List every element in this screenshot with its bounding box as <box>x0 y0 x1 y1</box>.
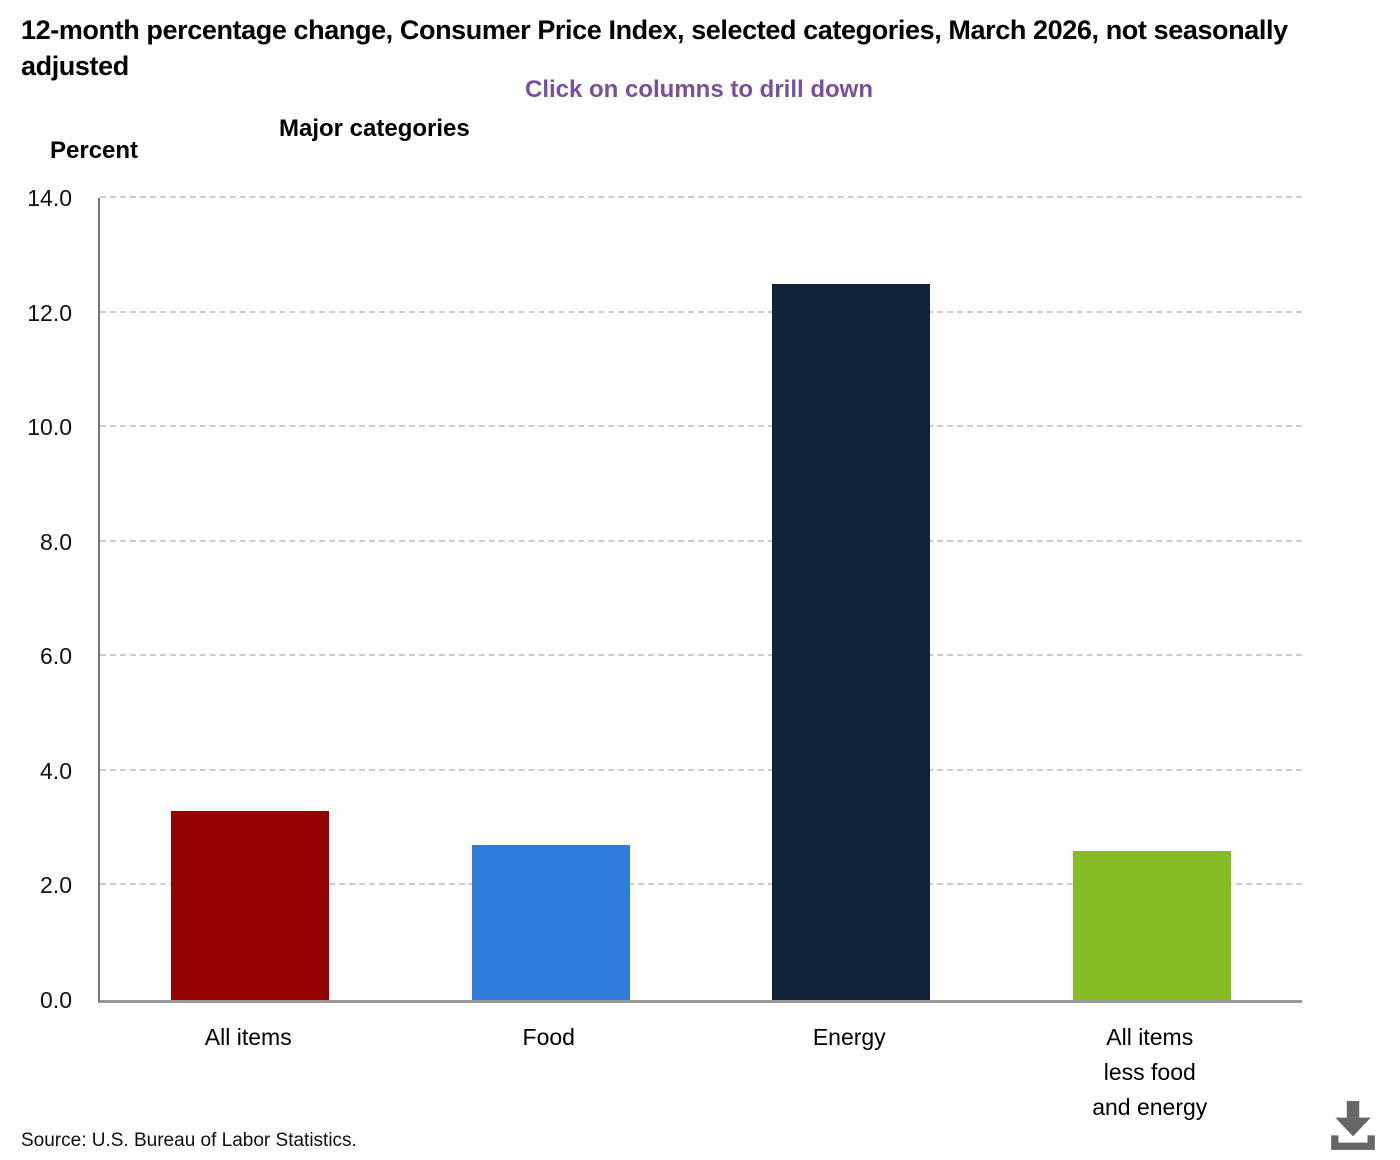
drilldown-level-label: Major categories <box>279 115 470 142</box>
gridline-2 <box>100 883 1302 886</box>
bar-slot <box>401 198 702 1000</box>
bar-energy[interactable] <box>772 283 931 1000</box>
gridline-10 <box>100 425 1302 428</box>
gridline-14 <box>100 196 1302 198</box>
y-tick-label: 4.0 <box>40 757 72 784</box>
x-category-label-food: Food <box>522 1024 575 1050</box>
y-tick-label: 8.0 <box>40 528 72 555</box>
bar-all-items[interactable] <box>171 810 330 1000</box>
x-category-label-energy: Energy <box>812 1024 886 1050</box>
y-tick-label: 2.0 <box>40 872 72 899</box>
y-tick-label: 12.0 <box>27 299 72 326</box>
y-tick-label: 6.0 <box>40 643 72 670</box>
y-tick-label: 0.0 <box>40 987 72 1013</box>
plot-area <box>98 196 1302 1003</box>
y-axis-title: Percent <box>50 137 139 164</box>
gridline-8 <box>100 539 1302 542</box>
gridline-6 <box>100 654 1302 657</box>
gridline-12 <box>100 310 1302 313</box>
download-icon[interactable] <box>1328 1100 1378 1152</box>
bar-all-items-less-food-and-energy[interactable] <box>1072 851 1231 1000</box>
source-note: Source: U.S. Bureau of Labor Statistics. <box>21 1130 357 1151</box>
chart-subtitle: Click on columns to drill down <box>524 76 873 103</box>
bar-food[interactable] <box>471 845 630 1000</box>
y-axis-tick-labels: 0.0 2.0 4.0 6.0 8.0 10.0 12.0 14.0 <box>0 185 84 1013</box>
y-tick-label: 10.0 <box>27 414 72 441</box>
x-category-label-all-items-less-food-and-energy: All items less food and energy <box>1092 1024 1208 1120</box>
y-tick-label: 14.0 <box>27 185 72 211</box>
bar-slot <box>701 198 1002 1000</box>
gridline-4 <box>100 768 1302 771</box>
bar-slot <box>1002 198 1303 1000</box>
x-category-label-all-items: All items <box>204 1024 292 1050</box>
x-axis-category-labels: All items Food Energy All items less food and… <box>98 1020 1300 1125</box>
bars-container <box>100 198 1302 1000</box>
chart-title: 12-month percentage change, Consumer Pri… <box>21 15 1288 81</box>
bar-slot <box>100 198 401 1000</box>
